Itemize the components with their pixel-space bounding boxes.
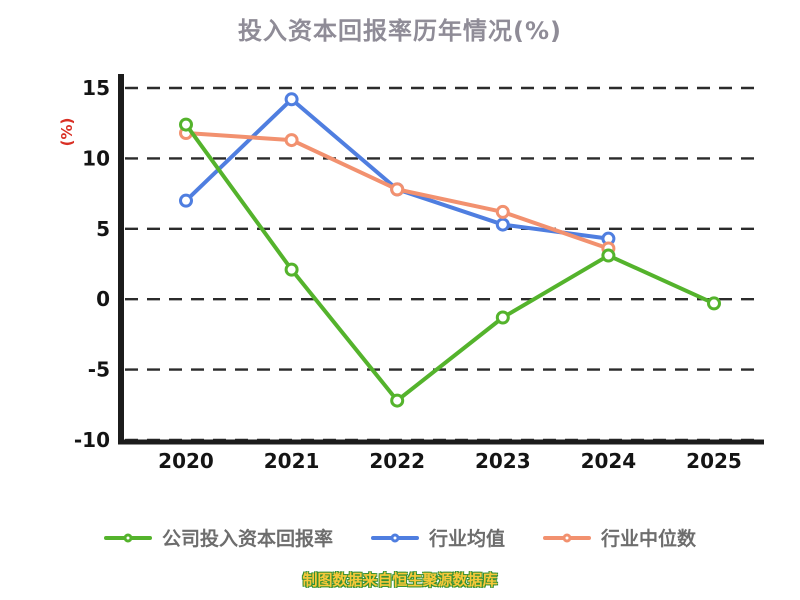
x-tick-label: 2024: [581, 449, 637, 473]
chart-legend: 公司投入资本回报率 行业均值 行业中位数: [0, 524, 800, 551]
legend-marker-industry-median: [543, 529, 591, 547]
data-point-industry-mean: [495, 217, 510, 232]
data-point-company-roic: [179, 117, 193, 132]
y-axis-title: (%): [58, 118, 76, 147]
data-point-company-roic: [707, 296, 721, 311]
x-tick-label: 2025: [686, 449, 742, 473]
legend-item-company-roic: 公司投入资本回报率: [103, 524, 333, 551]
x-tick-label: 2022: [369, 449, 425, 473]
y-tick-label: -10: [74, 428, 110, 452]
legend-dot-marker: [562, 533, 572, 542]
source-note: 制图数据来自恒生聚源数据库: [302, 571, 498, 589]
y-tick-label: 5: [96, 217, 110, 241]
chart-title: 投入资本回报率历年情况(%): [238, 17, 562, 45]
x-tick-label: 2021: [264, 449, 320, 473]
series-line-industry-mean: [184, 97, 611, 241]
legend-marker-company-roic: [103, 529, 152, 547]
data-point-company-roic: [390, 393, 405, 408]
data-point-industry-mean: [284, 92, 299, 107]
legend-label-company-roic: 公司投入资本回报率: [161, 528, 333, 550]
legend-item-industry-mean: 行业均值: [370, 524, 505, 551]
legend-label-industry-median: 行业中位数: [601, 528, 697, 550]
y-tick-label: 15: [82, 76, 110, 100]
x-tick-label: 2020: [158, 449, 214, 473]
legend-label-industry-mean: 行业均值: [428, 528, 505, 550]
y-tick-label: 10: [82, 146, 110, 170]
x-tick-label: 2023: [475, 449, 531, 473]
data-point-industry-mean: [179, 193, 193, 208]
y-tick-label: -5: [88, 358, 110, 382]
y-tick-label: 0: [96, 287, 110, 311]
legend-item-industry-median: 行业中位数: [543, 524, 696, 551]
series-line-company-roic: [184, 122, 716, 403]
data-point-industry-median: [390, 182, 405, 197]
data-point-company-roic: [495, 310, 510, 325]
data-point-industry-median: [284, 133, 299, 148]
data-point-industry-median: [495, 204, 510, 219]
data-point-company-roic: [284, 262, 299, 277]
legend-dot-marker: [123, 533, 133, 542]
legend-marker-industry-mean: [370, 529, 419, 547]
data-point-company-roic: [601, 248, 616, 263]
legend-dot-marker: [390, 533, 400, 542]
